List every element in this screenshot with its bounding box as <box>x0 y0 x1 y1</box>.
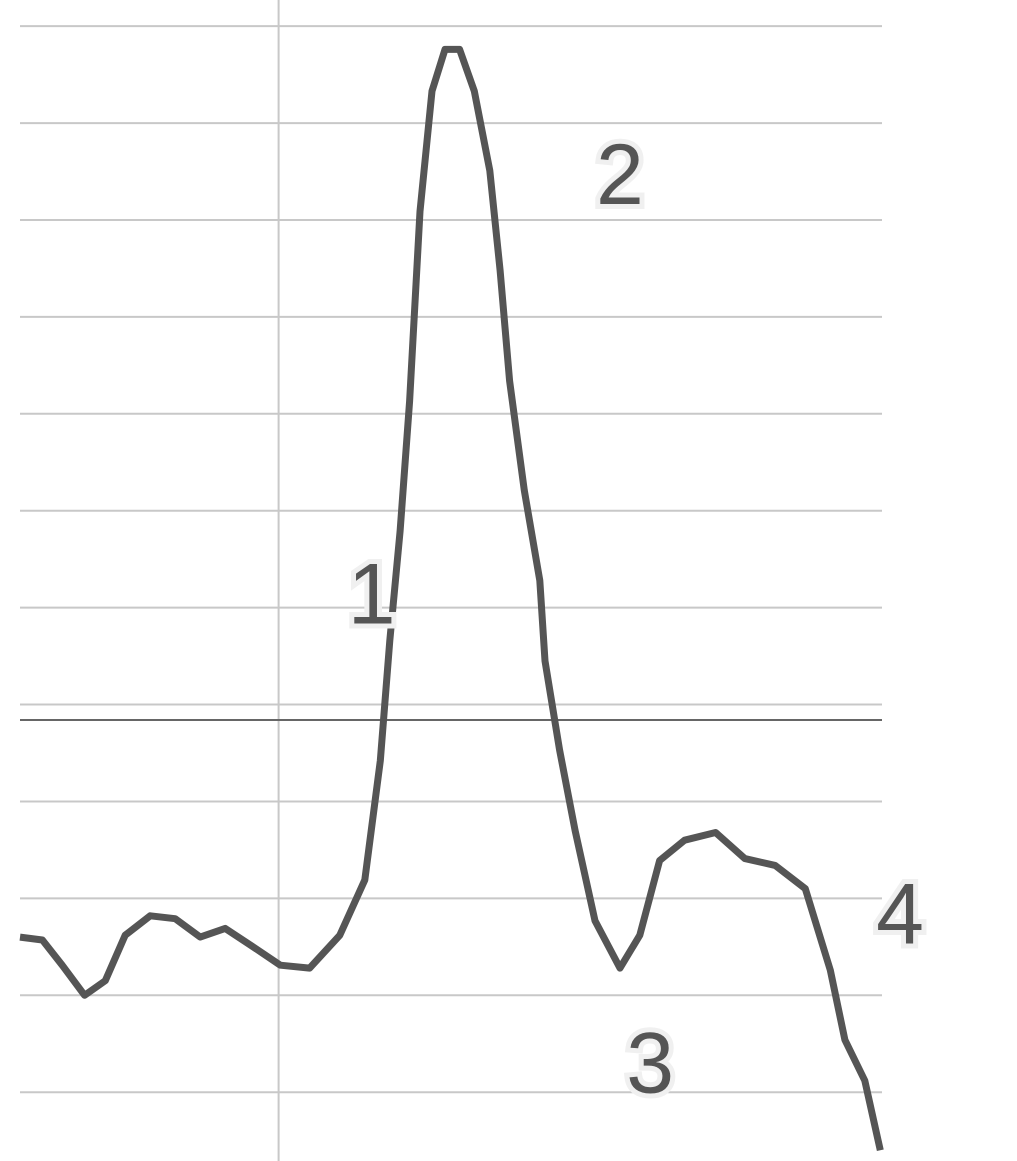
annotation: 3 <box>626 1016 674 1112</box>
data-line <box>19 45 884 1152</box>
annotation: 1 <box>348 547 396 643</box>
annotation: 2 <box>596 127 644 223</box>
annotation: 4 <box>876 866 924 962</box>
